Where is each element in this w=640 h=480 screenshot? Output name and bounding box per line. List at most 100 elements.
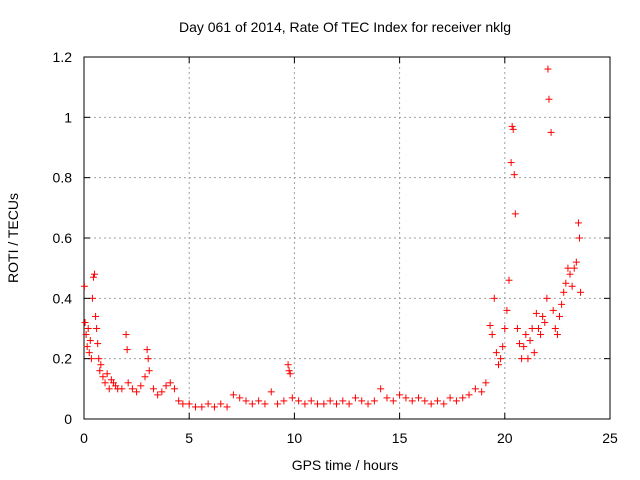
data-point [307, 397, 315, 405]
data-point [574, 219, 582, 227]
data-point [511, 210, 519, 218]
data-point [101, 379, 109, 387]
data-point [520, 343, 528, 351]
data-point [501, 325, 509, 332]
data-point [534, 325, 542, 332]
data-point [86, 337, 94, 345]
data-point [149, 385, 157, 393]
y-tick-label: 0.4 [53, 290, 73, 306]
data-point [488, 331, 496, 339]
x-tick-label: 25 [602, 430, 618, 446]
data-point [528, 325, 536, 332]
data-point [539, 312, 547, 320]
data-point [553, 331, 561, 339]
data-point [509, 125, 517, 133]
data-point [513, 325, 521, 332]
data-point [490, 294, 498, 302]
data-point [118, 385, 126, 393]
data-point [248, 400, 256, 408]
y-tick-label: 1 [64, 109, 72, 125]
x-tick-label: 5 [185, 430, 193, 446]
data-point [301, 400, 309, 408]
data-point [494, 361, 502, 369]
data-point [562, 279, 570, 287]
data-point [122, 331, 130, 339]
data-point [80, 282, 88, 290]
data-point [370, 397, 378, 405]
data-point [332, 400, 340, 408]
data-point [123, 346, 131, 354]
data-point [81, 318, 89, 326]
data-point [358, 397, 366, 405]
data-point [286, 370, 294, 378]
y-tick-label: 0.8 [53, 170, 73, 186]
data-point [537, 331, 545, 339]
data-point [223, 403, 231, 411]
data-point [497, 355, 505, 363]
data-point [486, 321, 494, 329]
data-point [295, 397, 303, 405]
data-point [508, 122, 516, 130]
data-point [280, 397, 288, 405]
data-point [572, 258, 580, 266]
data-point [92, 312, 100, 320]
data-point [198, 403, 206, 411]
axis-ticks: 0 5 10 15 20 25 0 0.2 0.4 0.6 0.8 1 1.2 [53, 49, 618, 446]
data-point [566, 270, 574, 278]
data-point [389, 397, 397, 405]
data-point [421, 397, 429, 405]
data-point [543, 294, 551, 302]
data-point [415, 394, 423, 402]
data-point [452, 397, 460, 405]
y-tick-label: 0.6 [53, 230, 73, 246]
data-point [179, 400, 187, 408]
data-point [93, 325, 101, 332]
data-point [217, 400, 225, 408]
data-point [532, 309, 540, 317]
data-point [320, 400, 328, 408]
data-point [377, 385, 385, 393]
data-point [288, 394, 296, 402]
data-point [192, 403, 200, 411]
data-point [530, 349, 538, 357]
data-point [242, 397, 250, 405]
data-point [284, 361, 292, 369]
data-point [505, 276, 513, 284]
data-point [236, 394, 244, 402]
chart-title: Day 061 of 2014, Rate Of TEC Index for r… [179, 19, 511, 35]
data-point [524, 355, 532, 363]
y-tick-label: 0.2 [53, 351, 73, 367]
data-point [396, 391, 404, 399]
data-point [144, 355, 152, 363]
data-point [402, 394, 410, 402]
data-point [99, 373, 107, 381]
data-point [526, 337, 534, 345]
data-point [285, 367, 293, 375]
plot-frame [83, 56, 611, 420]
data-point [261, 400, 269, 408]
data-point [558, 300, 566, 308]
data-point [82, 331, 90, 339]
data-point [556, 312, 564, 320]
data-point [560, 288, 568, 296]
data-point [137, 382, 145, 390]
data-point [105, 385, 113, 393]
data-point [545, 95, 553, 103]
data-point [141, 373, 149, 381]
data-point [210, 403, 218, 411]
data-point [551, 325, 559, 332]
data-point [459, 394, 467, 402]
data-point [516, 340, 524, 348]
data-point [408, 397, 416, 405]
data-point [564, 264, 572, 272]
data-point [91, 270, 99, 278]
x-tick-label: 10 [287, 430, 303, 446]
data-point [570, 264, 578, 272]
data-point [89, 273, 97, 281]
x-axis-title: GPS time / hours [292, 457, 399, 473]
data-point [326, 397, 334, 405]
data-point [170, 385, 178, 393]
data-point [166, 379, 174, 387]
data-point [568, 282, 576, 290]
data-point [351, 394, 359, 402]
